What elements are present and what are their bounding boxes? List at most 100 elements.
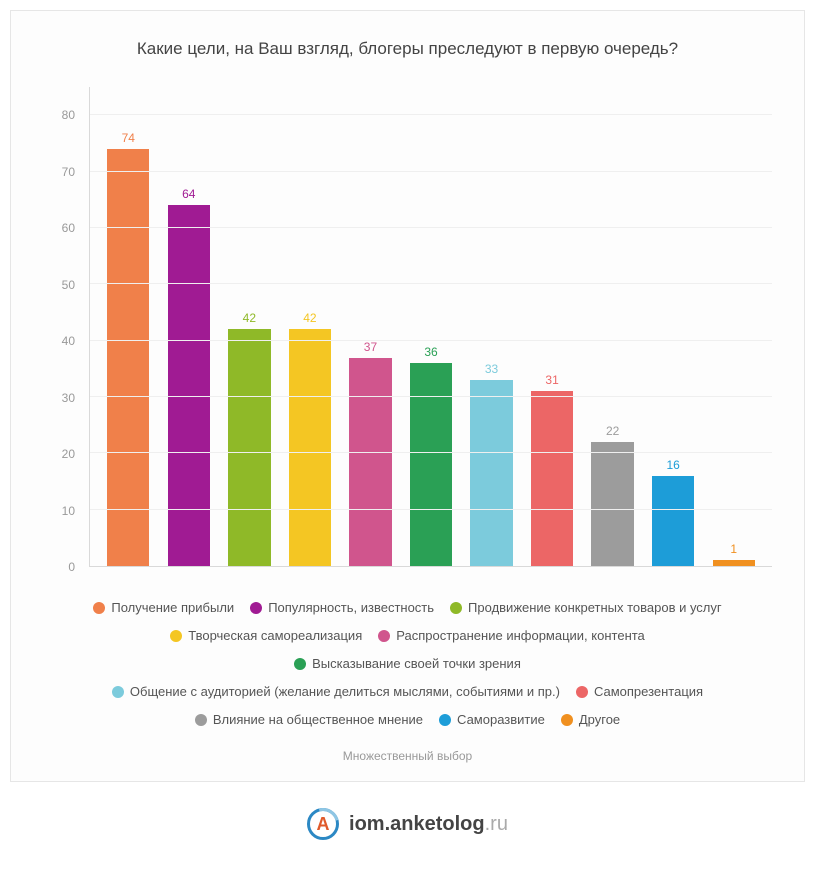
bar: 42: [228, 329, 270, 566]
plot: 746442423736333122161: [89, 87, 772, 567]
legend-item: Творческая самореализация: [170, 623, 362, 649]
legend-label: Общение с аудиторией (желание делиться м…: [130, 679, 560, 705]
bar: 22: [591, 442, 633, 566]
bar: 74: [107, 149, 149, 566]
brand-badge-icon: A: [307, 808, 339, 840]
legend-swatch-icon: [439, 714, 451, 726]
legend-swatch-icon: [561, 714, 573, 726]
legend-row: Творческая самореализация Распространение…: [31, 623, 784, 651]
bar-slot: 42: [219, 87, 280, 566]
y-tick: 20: [62, 447, 75, 461]
bar: 1: [713, 560, 755, 566]
y-tick: 60: [62, 221, 75, 235]
y-tick: 70: [62, 165, 75, 179]
bar: 31: [531, 391, 573, 566]
y-tick: 50: [62, 278, 75, 292]
chart-card: Какие цели, на Ваш взгляд, блогеры пресл…: [10, 10, 805, 782]
legend-label: Продвижение конкретных товаров и услуг: [468, 595, 722, 621]
bar-value-label: 22: [606, 424, 619, 438]
legend-label: Творческая самореализация: [188, 623, 362, 649]
bar-value-label: 74: [122, 131, 135, 145]
legend-label: Саморазвитие: [457, 707, 545, 733]
bar: 16: [652, 476, 694, 566]
y-tick: 0: [68, 560, 75, 574]
footer-brand: A iom.anketolog.ru: [10, 808, 805, 840]
legend-item: Самопрезентация: [576, 679, 703, 705]
bar-value-label: 42: [243, 311, 256, 325]
bar-slot: 22: [582, 87, 643, 566]
legend-row: Общение с аудиторией (желание делиться м…: [31, 679, 784, 707]
bar-value-label: 16: [667, 458, 680, 472]
legend-row: Высказывание своей точки зрения: [31, 651, 784, 679]
legend-item: Продвижение конкретных товаров и услуг: [450, 595, 722, 621]
legend-label: Получение прибыли: [111, 595, 234, 621]
grid-line: [90, 452, 772, 453]
legend-swatch-icon: [450, 602, 462, 614]
brand-name-suffix: .ru: [485, 813, 508, 835]
legend-label: Распространение информации, контента: [396, 623, 645, 649]
bar-slot: 16: [643, 87, 704, 566]
y-tick: 40: [62, 334, 75, 348]
bar-value-label: 33: [485, 362, 498, 376]
bar: 42: [289, 329, 331, 566]
grid-line: [90, 171, 772, 172]
grid-line: [90, 509, 772, 510]
bar-value-label: 31: [545, 373, 558, 387]
bar-slot: 74: [98, 87, 159, 566]
legend-label: Другое: [579, 707, 620, 733]
legend-row: Влияние на общественное мнение Саморазвит…: [31, 707, 784, 735]
legend-row: Получение прибыли Популярность, известнос…: [31, 595, 784, 623]
grid-line: [90, 283, 772, 284]
legend-item: Влияние на общественное мнение: [195, 707, 423, 733]
chart-footnote: Множественный выбор: [31, 749, 784, 763]
y-tick: 80: [62, 108, 75, 122]
bar: 37: [349, 358, 391, 567]
legend-item: Другое: [561, 707, 620, 733]
bar-slot: 31: [522, 87, 583, 566]
legend-label: Популярность, известность: [268, 595, 434, 621]
legend-label: Высказывание своей точки зрения: [312, 651, 521, 677]
bar-slot: 37: [340, 87, 401, 566]
bar-slot: 64: [159, 87, 220, 566]
bar-slot: 42: [280, 87, 341, 566]
legend: Получение прибыли Популярность, известнос…: [31, 595, 784, 735]
grid-line: [90, 396, 772, 397]
grid-line: [90, 114, 772, 115]
bar-slot: 36: [401, 87, 462, 566]
legend-swatch-icon: [112, 686, 124, 698]
bar: 36: [410, 363, 452, 566]
legend-swatch-icon: [378, 630, 390, 642]
bar-slot: 33: [461, 87, 522, 566]
bar-value-label: 64: [182, 187, 195, 201]
legend-item: Получение прибыли: [93, 595, 234, 621]
legend-swatch-icon: [576, 686, 588, 698]
bars-container: 746442423736333122161: [90, 87, 772, 566]
y-axis: 01020304050607080: [31, 87, 89, 567]
y-tick: 30: [62, 391, 75, 405]
legend-item: Популярность, известность: [250, 595, 434, 621]
brand-badge-letter: A: [317, 814, 330, 835]
grid-line: [90, 227, 772, 228]
legend-item: Саморазвитие: [439, 707, 545, 733]
legend-item: Распространение информации, контента: [378, 623, 645, 649]
bar: 33: [470, 380, 512, 566]
legend-swatch-icon: [195, 714, 207, 726]
bar-value-label: 1: [730, 542, 737, 556]
bar-slot: 1: [703, 87, 764, 566]
legend-swatch-icon: [294, 658, 306, 670]
y-tick: 10: [62, 504, 75, 518]
legend-swatch-icon: [170, 630, 182, 642]
legend-label: Самопрезентация: [594, 679, 703, 705]
legend-item: Высказывание своей точки зрения: [294, 651, 521, 677]
chart-area: 01020304050607080 746442423736333122161: [31, 87, 784, 567]
bar-value-label: 42: [303, 311, 316, 325]
bar: 64: [168, 205, 210, 566]
legend-label: Влияние на общественное мнение: [213, 707, 423, 733]
chart-title: Какие цели, на Ваш взгляд, блогеры пресл…: [31, 39, 784, 59]
bar-value-label: 36: [424, 345, 437, 359]
legend-swatch-icon: [93, 602, 105, 614]
legend-item: Общение с аудиторией (желание делиться м…: [112, 679, 560, 705]
grid-line: [90, 340, 772, 341]
bar-value-label: 37: [364, 340, 377, 354]
brand-name-strong: iom.anketolog: [349, 813, 485, 835]
